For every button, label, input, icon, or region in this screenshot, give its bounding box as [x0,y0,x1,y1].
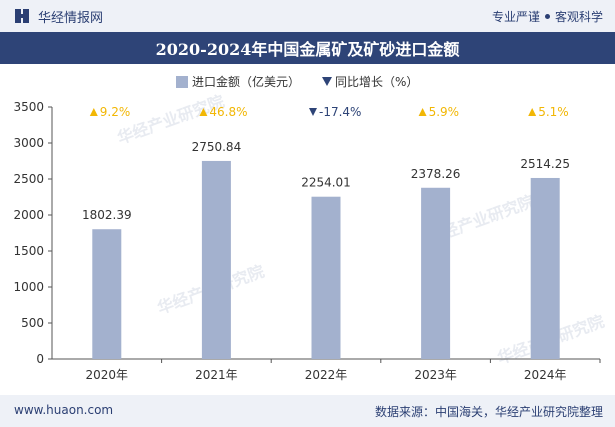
x-tick-label: 2020年 [86,368,129,382]
data-labels: 1802.39 2750.84 2254.01 2378.26 2514.25 [82,140,570,222]
growth-up-triangle-icon [418,108,427,116]
bar-series [92,160,560,359]
growth-value-label: 46.8% [209,105,247,119]
legend: 进口金额（亿美元） 同比增长（%） [176,74,418,89]
bar-value-label: 2254.01 [301,176,351,190]
legend-triangle-icon [322,77,332,86]
growth-down-triangle-icon [309,108,317,116]
x-tick-label: 2021年 [195,368,238,382]
brand-logo-icon [15,9,29,23]
growth-up-triangle-icon [89,108,98,116]
growth-up-triangle-icon [528,108,537,116]
y-tick-label: 3500 [13,100,44,114]
footer-url[interactable]: www.huaon.com [14,403,114,417]
legend-label-amount: 进口金额（亿美元） [192,74,300,89]
bar-value-label: 2378.26 [411,167,461,181]
tagline-right: 客观科学 [554,10,603,24]
tagline: 专业严谨 客观科学 [492,8,603,25]
growth-labels: 9.2% 46.8% -17.4% 5.9% 5.1% [89,105,569,119]
y-tick-label: 1000 [13,280,44,294]
growth-value-label: 9.2% [100,105,131,119]
bar-chart: 华经产业研究院华经产业研究院华经产业研究院华经产业研究院 进口金额（亿美元）同比… [13,74,606,382]
tagline-left: 专业严谨 [491,10,540,24]
chart-title: 2020-2024年中国金属矿及矿砂进口金额 [155,40,460,59]
bar[interactable] [201,160,231,359]
growth-up-triangle-icon [199,108,208,116]
bar[interactable] [92,229,122,359]
x-tick-label: 2023年 [414,368,457,382]
chart-title-bar: 2020-2024年中国金属矿及矿砂进口金额 [0,32,615,64]
y-tick-label: 2000 [13,208,44,222]
legend-label-growth: 同比增长（%） [335,75,418,89]
source-text: 中国海关，华经产业研究院整理 [434,405,603,419]
source-label: 数据来源： [374,405,435,419]
brand-name: 华经情报网 [38,10,104,26]
y-tick-label: 500 [21,316,44,330]
footer: www.huaon.com 数据来源：中国海关，华经产业研究院整理 [0,395,615,427]
growth-value-label: -17.4% [319,105,361,119]
footer-source: 数据来源：中国海关，华经产业研究院整理 [375,403,603,420]
bar-value-label: 2514.25 [520,157,570,171]
bar[interactable] [530,177,560,359]
brand[interactable]: 华经情报网 [14,7,104,26]
x-tick-label: 2024年 [524,368,567,382]
x-tick-label: 2022年 [305,368,348,382]
growth-value-label: 5.1% [538,105,569,119]
y-tick-label: 2500 [13,172,44,186]
bar[interactable] [421,187,451,359]
y-tick-label: 3000 [13,136,44,150]
bar-value-label: 2750.84 [192,140,242,154]
y-tick-label: 1500 [13,244,44,258]
separator-dot-icon [544,14,550,19]
top-bar: 华经情报网 专业严谨 客观科学 [0,0,615,32]
y-tick-label: 0 [36,352,44,366]
growth-value-label: 5.9% [429,105,460,119]
legend-swatch-amount [176,76,188,88]
bar[interactable] [311,196,341,359]
bar-value-label: 1802.39 [82,208,132,222]
